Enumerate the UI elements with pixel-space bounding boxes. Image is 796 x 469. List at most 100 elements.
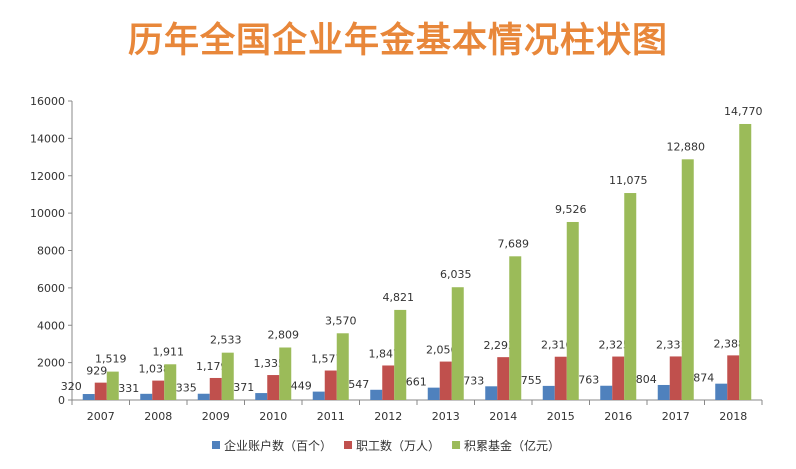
data-label: 661 [406,376,427,389]
x-tick-label: 2010 [259,410,287,423]
data-label: 547 [348,378,369,391]
data-label: 2,056 [426,344,458,357]
x-tick-label: 2009 [202,410,230,423]
y-tick-label: 14000 [30,132,65,145]
bar-3 [336,333,349,400]
x-tick-label: 2015 [547,410,575,423]
bar-2 [324,370,337,400]
data-label: 6,035 [440,268,472,281]
bar-2 [727,355,740,400]
data-label: 2,316 [541,339,573,352]
bar-2 [439,361,452,400]
bar-2 [554,356,567,400]
bar-3 [739,123,752,400]
legend-swatch [344,441,353,449]
data-label: 1,038 [139,363,171,376]
data-label: 1,179 [196,360,228,373]
bar-3 [221,352,234,400]
data-label: 763 [578,374,599,387]
x-tick-label: 2014 [489,410,517,423]
data-label: 335 [176,382,197,395]
bar-1 [542,385,555,400]
data-label: 2,325 [599,339,631,352]
bar-3 [106,371,119,400]
bar-2 [669,356,682,400]
data-label: 331 [118,382,139,395]
data-label: 9,526 [555,203,587,216]
data-label: 320 [61,380,82,393]
bar-3 [394,309,407,400]
y-tick-label: 0 [58,394,65,407]
legend-label: 职工数（万人） [356,438,440,453]
data-label: 733 [463,374,484,387]
bar-1 [715,383,728,400]
data-label: 1,847 [369,347,401,360]
bar-1 [427,387,440,400]
bar-3 [279,347,292,400]
bar-3 [164,364,177,400]
data-label: 14,770 [724,105,763,118]
data-label: 2,533 [210,334,242,347]
data-label: 1,911 [153,345,185,358]
legend-swatch [452,441,461,449]
data-label: 2,293 [484,339,516,352]
bar-1 [82,394,95,400]
bar-3 [681,159,694,400]
data-label: 449 [291,380,312,393]
data-label: 12,880 [667,140,706,153]
data-label: 874 [693,372,714,385]
bar-3 [566,221,579,400]
bar-1 [370,389,383,400]
bar-2 [94,382,107,400]
bar-1 [657,384,670,400]
y-tick-label: 12000 [30,170,65,183]
x-tick-label: 2013 [432,410,460,423]
bar-2 [152,380,165,400]
bar-3 [624,193,637,400]
data-label: 11,075 [609,174,648,187]
bar-1 [197,393,210,400]
bar-1 [140,393,153,400]
bar-2 [267,375,280,400]
bar-1 [485,386,498,400]
bar-2 [209,377,222,400]
bar-3 [509,256,522,400]
legend-swatch [212,441,220,449]
data-label: 7,689 [498,237,530,250]
x-tick-label: 2012 [374,410,402,423]
data-label: 371 [233,381,254,394]
x-tick-label: 2017 [662,410,690,423]
data-label: 1,519 [95,353,127,366]
y-tick-label: 2000 [37,357,65,370]
x-tick-label: 2016 [604,410,632,423]
y-tick-label: 8000 [37,245,65,258]
data-label: 1,577 [311,353,343,366]
y-tick-label: 6000 [37,282,65,295]
data-label: 2,809 [268,329,300,342]
y-tick-label: 10000 [30,207,65,220]
bar-1 [600,385,613,400]
x-tick-label: 2008 [144,410,172,423]
bar-2 [382,365,395,400]
bar-2 [497,357,510,400]
bar-2 [612,356,625,400]
data-label: 1,335 [254,357,286,370]
x-tick-label: 2007 [87,410,115,423]
x-tick-label: 2018 [719,410,747,423]
bar-1 [255,393,268,400]
data-label: 2,388 [714,337,746,350]
data-label: 755 [521,374,542,387]
y-tick-label: 16000 [30,95,65,108]
x-tick-label: 2011 [317,410,345,423]
y-tick-label: 4000 [37,319,65,332]
data-label: 804 [636,373,657,386]
chart-title: 历年全国企业年金基本情况柱状图 [127,21,668,61]
bar-1 [312,391,325,400]
data-label: 4,821 [383,291,415,304]
data-label: 2,331 [656,338,688,351]
legend-label: 积累基金（亿元） [464,438,560,453]
data-label: 929 [86,365,107,378]
data-label: 3,570 [325,314,357,327]
legend-label: 企业账户数（百个） [224,438,332,453]
